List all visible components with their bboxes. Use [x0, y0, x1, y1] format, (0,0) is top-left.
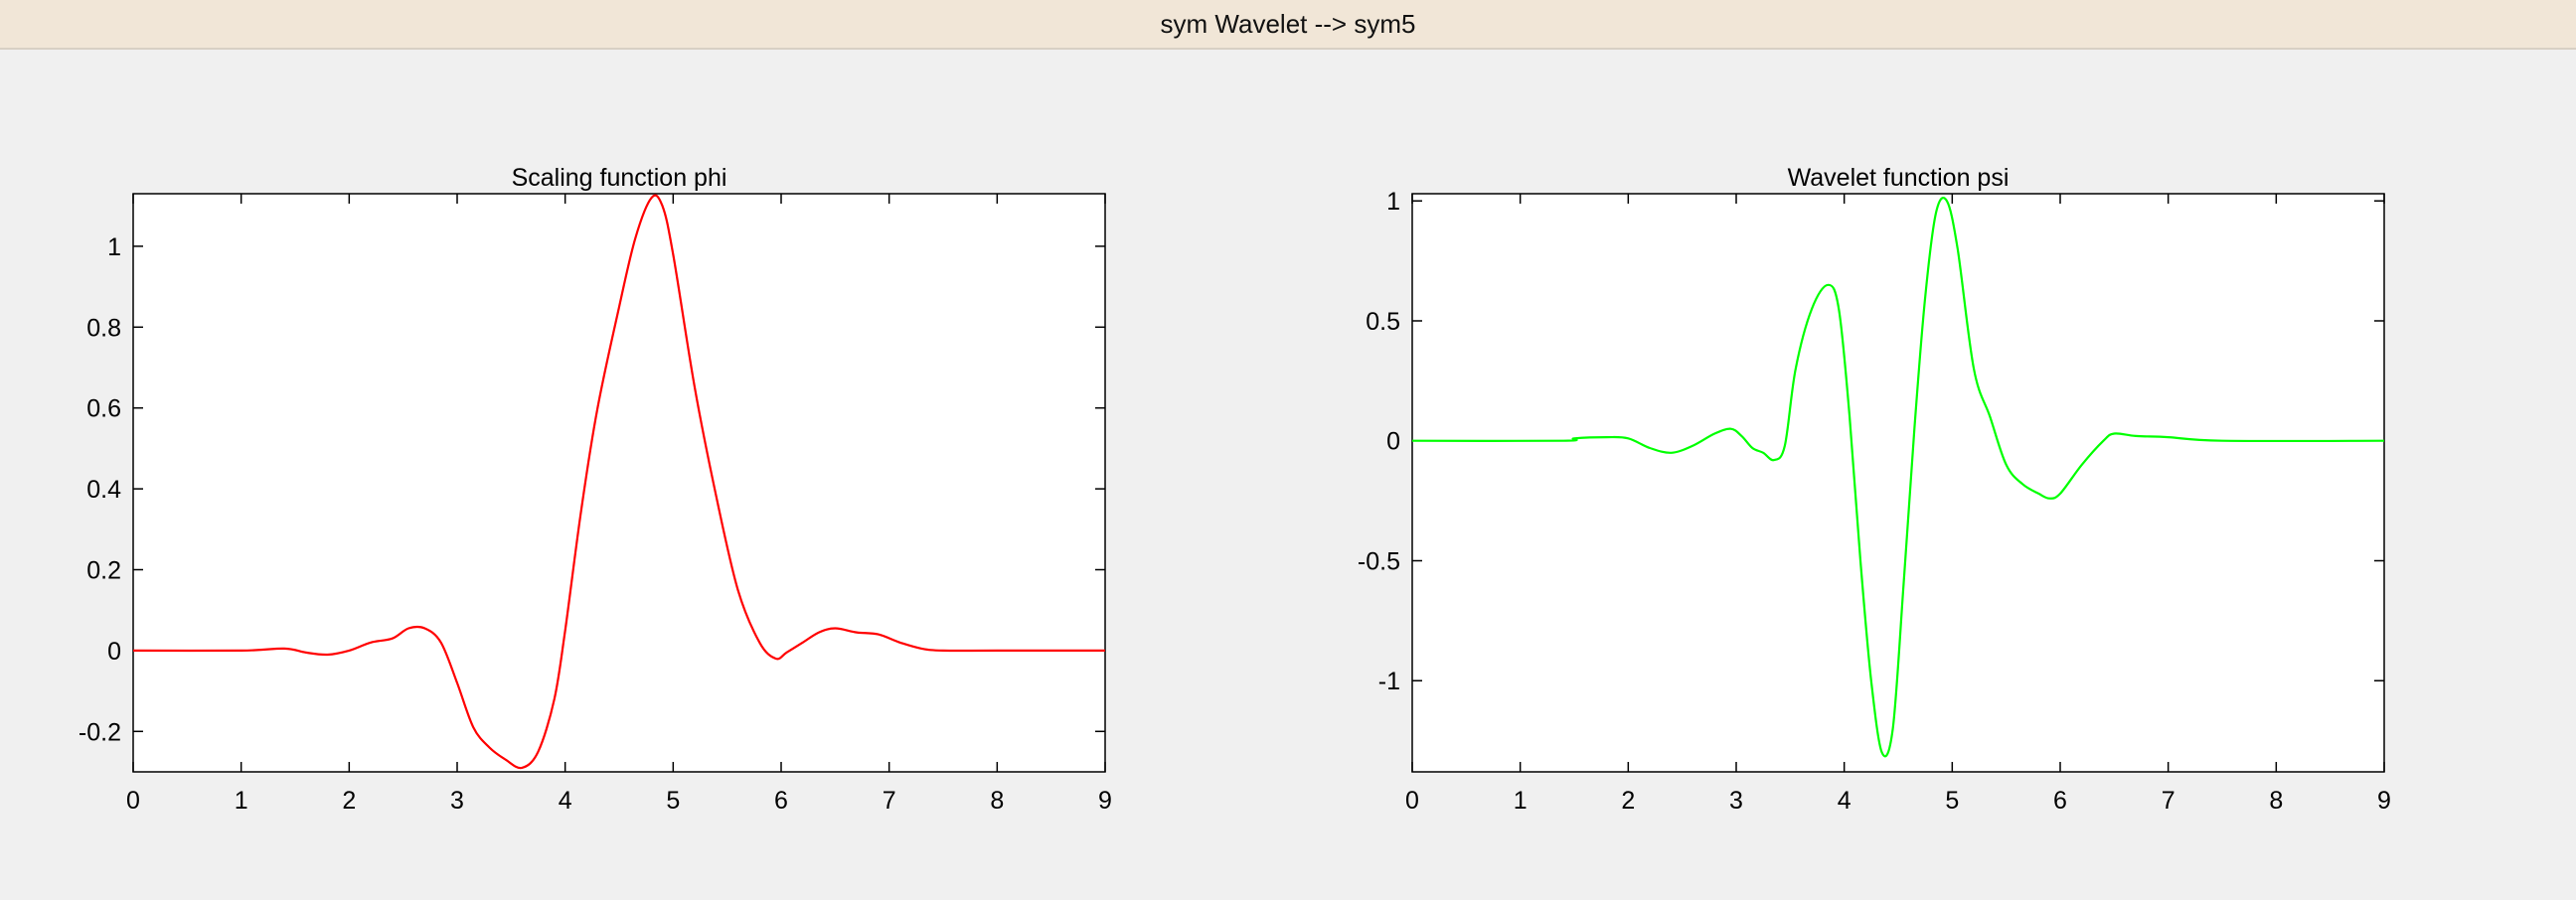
y-tick-label: 1 — [1386, 188, 1400, 216]
y-tick-label: -0.2 — [79, 718, 121, 746]
x-tick-label: 2 — [1621, 787, 1635, 815]
y-tick-label: 1 — [107, 233, 121, 261]
x-tick-label: 2 — [342, 787, 356, 815]
y-tick-label: -1 — [1378, 668, 1400, 695]
x-tick-label: 8 — [990, 787, 1004, 815]
x-tick-label: 0 — [126, 787, 140, 815]
x-tick-label: 4 — [559, 787, 572, 815]
window-title-bar: sym Wavelet --> sym5 — [0, 0, 2576, 50]
x-tick-label: 4 — [1838, 787, 1852, 815]
x-tick-label: 1 — [235, 787, 248, 815]
x-tick-label: 3 — [1729, 787, 1743, 815]
x-tick-label: 3 — [450, 787, 464, 815]
y-tick-label: 0.2 — [86, 557, 121, 585]
chart-panel-1: Scaling function phi 0 1 2 3 4 5 6 7 8 9 -0.2 0 0.2 0.… — [79, 164, 1112, 815]
y-tick-label: 0.6 — [86, 395, 121, 423]
x-tick-label: 6 — [774, 787, 788, 815]
figure-canvas: Scaling function phi 0 1 2 3 4 5 6 7 8 9 -0.2 0 0.2 0.… — [79, 164, 2391, 815]
plot-area — [132, 193, 1106, 773]
x-tick-label: 9 — [2377, 787, 2391, 815]
window-title: sym Wavelet --> sym5 — [1160, 8, 1416, 39]
y-tick-label: 0 — [107, 638, 121, 666]
x-tick-label: 1 — [1514, 787, 1528, 815]
y-tick-label: 0.8 — [86, 314, 121, 342]
x-tick-label: 5 — [1945, 787, 1959, 815]
series-line-psi — [1411, 197, 2385, 758]
y-tick-label: 0 — [1386, 428, 1400, 456]
y-tick-label: 0.5 — [1366, 308, 1400, 336]
x-tick-label: 6 — [2053, 787, 2067, 815]
series-line-phi — [132, 194, 1105, 770]
y-tick-label: -0.5 — [1358, 547, 1400, 575]
figure-area: Scaling function phi 0 1 2 3 4 5 6 7 8 9 -0.2 0 0.2 0.… — [0, 50, 2576, 895]
x-tick-label: 0 — [1405, 787, 1419, 815]
x-tick-label: 7 — [2162, 787, 2175, 815]
x-tick-label: 5 — [666, 787, 680, 815]
x-tick-label: 7 — [883, 787, 896, 815]
chart-title: Scaling function phi — [512, 164, 727, 192]
y-tick-label: 0.4 — [86, 476, 121, 504]
chart-panel-2: Wavelet function psi 0 1 2 3 4 5 6 7 8 9 -1 -0.5 0 0.5… — [1358, 164, 2391, 815]
plot-area — [1411, 193, 2385, 773]
x-tick-label: 8 — [2269, 787, 2283, 815]
x-tick-label: 9 — [1098, 787, 1112, 815]
chart-title: Wavelet function psi — [1788, 164, 2010, 192]
